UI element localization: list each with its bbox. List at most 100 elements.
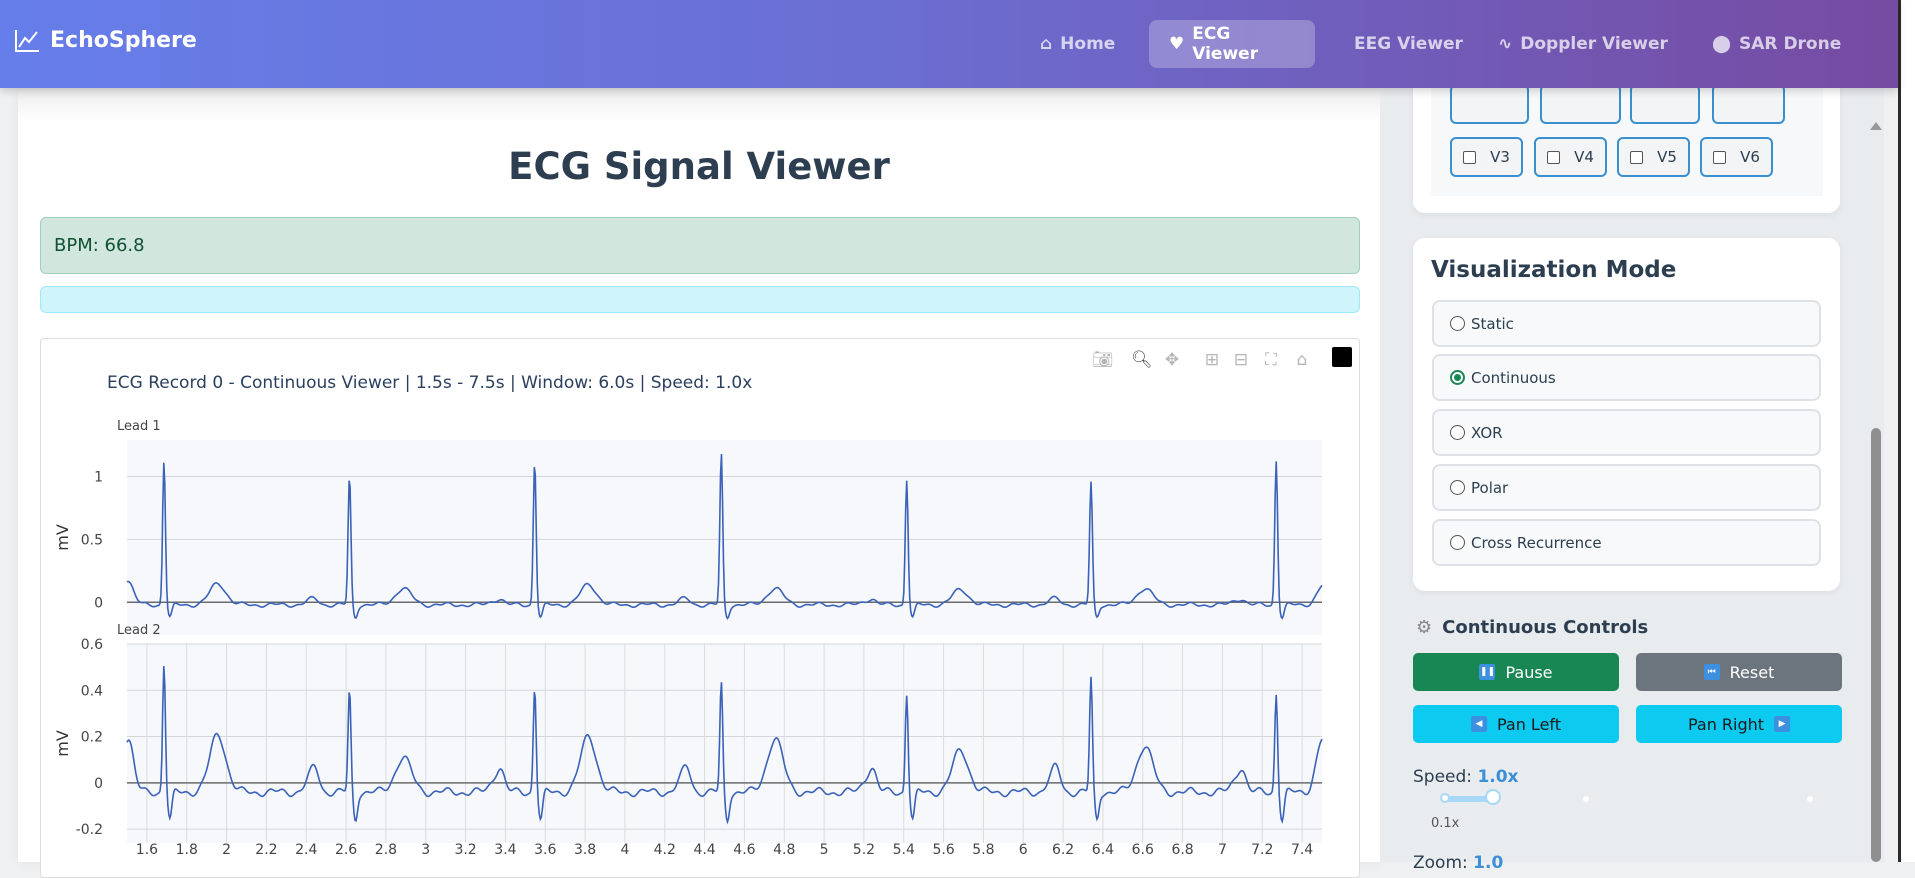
autoscale-icon[interactable]: ⛶ — [1265, 350, 1277, 370]
x-tick-label: 5.8 — [972, 842, 994, 858]
nav-home[interactable]: ⌂ Home — [1020, 20, 1135, 68]
speed-slider[interactable] — [1440, 789, 1813, 805]
plotly-logo-icon[interactable] — [1332, 347, 1352, 367]
nav-doppler-viewer[interactable]: ∿ Doppler Viewer — [1478, 20, 1688, 68]
radio-button[interactable] — [1450, 480, 1465, 495]
camera-icon[interactable]: 📷︎ — [1092, 350, 1114, 370]
pause-icon: ❚❚ — [1479, 664, 1496, 680]
lead-toggle-v3[interactable]: V3 — [1450, 137, 1523, 177]
button-label: Reset — [1729, 662, 1775, 682]
lead-button[interactable] — [1630, 84, 1700, 124]
x-tick-label: 7 — [1218, 842, 1227, 858]
nav-label: SAR Drone — [1739, 34, 1842, 54]
map-pin-icon: ⬤ — [1712, 34, 1732, 54]
button-label: Pause — [1505, 662, 1553, 682]
nav-label: Doppler Viewer — [1520, 34, 1668, 54]
x-tick-label: 2.2 — [255, 842, 277, 858]
x-tick-label: 4.4 — [693, 842, 715, 858]
y-tick-label: 0 — [94, 776, 103, 792]
zoom-icon[interactable]: 🔍︎ — [1131, 350, 1153, 370]
pause-button[interactable]: ❚❚ Pause — [1413, 653, 1619, 691]
visualization-mode-title: Visualization Mode — [1431, 257, 1677, 283]
mode-label: Static — [1471, 314, 1514, 333]
pan-icon[interactable]: ✥ — [1164, 350, 1180, 370]
mode-label: Cross Recurrence — [1471, 533, 1602, 552]
ecg-chart[interactable]: 0 0.5 1 Lead 1 mV -0.2 0 0.2 0.4 0.6 Lead 2 mV 1.6 1.… — [40, 338, 1360, 862]
y-tick-label: 0 — [94, 595, 103, 611]
x-tick-label: 7.4 — [1291, 842, 1313, 858]
lead-label: V4 — [1574, 148, 1594, 166]
speed-value: 1.0x — [1477, 767, 1519, 787]
speed-label: Speed: 1.0x — [1413, 767, 1519, 787]
x-tick-label: 5 — [820, 842, 829, 858]
y-axis-label: mV — [53, 524, 72, 551]
slider-mark — [1583, 796, 1589, 802]
plot-area — [127, 644, 1322, 843]
lead-button[interactable] — [1450, 84, 1529, 124]
speed-label-text: Speed: — [1413, 767, 1473, 787]
nav-ecg-viewer[interactable]: ♥ ECG Viewer — [1149, 20, 1315, 68]
arrow-left-icon: ◀ — [1470, 716, 1487, 732]
radio-button[interactable] — [1450, 370, 1465, 385]
zoom-label: Zoom: 1.0 — [1413, 853, 1503, 873]
reset-axes-icon[interactable]: ⌂ — [1296, 350, 1308, 370]
y-tick-label: 0.4 — [81, 683, 103, 699]
mode-label: Polar — [1471, 478, 1509, 497]
mode-static[interactable]: Static — [1432, 300, 1821, 347]
lead-toggle-v4[interactable]: V4 — [1534, 137, 1607, 177]
pan-right-button[interactable]: Pan Right ▶ — [1636, 705, 1842, 743]
home-icon: ⌂ — [1040, 34, 1053, 54]
x-tick-label: 6.4 — [1092, 842, 1114, 858]
y-tick-label: 1 — [94, 469, 103, 485]
x-tick-label: 6.6 — [1132, 842, 1154, 858]
y-tick-label: 0.5 — [81, 532, 103, 548]
top-navbar: EchoSphere ⌂ Home ♥ ECG Viewer EEG Viewer … — [0, 0, 1898, 88]
x-tick-label: 2.4 — [295, 842, 317, 858]
speed-slider-handle[interactable] — [1485, 789, 1502, 805]
y-axis-label: mV — [53, 730, 72, 757]
pan-left-button[interactable]: ◀ Pan Left — [1413, 705, 1619, 743]
mode-xor[interactable]: XOR — [1432, 409, 1821, 456]
lead-button[interactable] — [1540, 84, 1621, 124]
x-tick-label: 3.8 — [574, 842, 596, 858]
brand-logo[interactable]: EchoSphere — [14, 28, 197, 53]
reset-button[interactable]: ⏮ Reset — [1636, 653, 1842, 691]
checkbox[interactable] — [1713, 150, 1727, 164]
mode-cross-recurrence[interactable]: Cross Recurrence — [1432, 519, 1821, 566]
radio-button[interactable] — [1450, 535, 1465, 550]
zoom-in-icon[interactable]: ⊞ — [1204, 350, 1220, 370]
x-tick-label: 3 — [421, 842, 430, 858]
mode-polar[interactable]: Polar — [1432, 464, 1821, 511]
nav-label: ECG Viewer — [1192, 24, 1259, 64]
x-tick-label: 5.2 — [853, 842, 875, 858]
window-scrollbar[interactable] — [1898, 0, 1915, 862]
controls-title-text: Continuous Controls — [1442, 617, 1649, 638]
heart-pulse-icon: ♥ — [1169, 34, 1185, 54]
zoom-out-icon[interactable]: ⊟ — [1233, 350, 1249, 370]
gear-icon: ⚙ — [1416, 617, 1433, 638]
x-tick-label: 4.6 — [733, 842, 755, 858]
scrollbar-thumb[interactable] — [1871, 428, 1881, 862]
mode-continuous[interactable]: Continuous — [1432, 354, 1821, 401]
nav-sar-drone[interactable]: ⬤ SAR Drone — [1692, 20, 1861, 68]
continuous-controls-title: ⚙ Continuous Controls — [1416, 617, 1648, 638]
nav-eeg-viewer[interactable]: EEG Viewer — [1334, 20, 1483, 68]
checkbox[interactable] — [1463, 150, 1477, 164]
zoom-value: 1.0 — [1473, 853, 1504, 873]
checkbox[interactable] — [1547, 150, 1561, 164]
mode-label: Continuous — [1471, 368, 1556, 387]
lead-button[interactable] — [1712, 84, 1785, 124]
scroll-up-icon[interactable] — [1870, 122, 1882, 130]
lead-toggle-v5[interactable]: V5 — [1617, 137, 1690, 177]
x-tick-label: 5.6 — [932, 842, 954, 858]
nav-label: EEG Viewer — [1354, 34, 1463, 54]
radio-button[interactable] — [1450, 316, 1465, 331]
checkbox[interactable] — [1630, 150, 1644, 164]
radio-button[interactable] — [1450, 425, 1465, 440]
lead-toggle-v6[interactable]: V6 — [1700, 137, 1773, 177]
lead-label: V3 — [1490, 148, 1510, 166]
chart-line-icon — [15, 29, 39, 52]
y-tick-label: 0.6 — [81, 637, 103, 653]
x-tick-label: 7.2 — [1251, 842, 1273, 858]
info-alert — [40, 286, 1360, 313]
